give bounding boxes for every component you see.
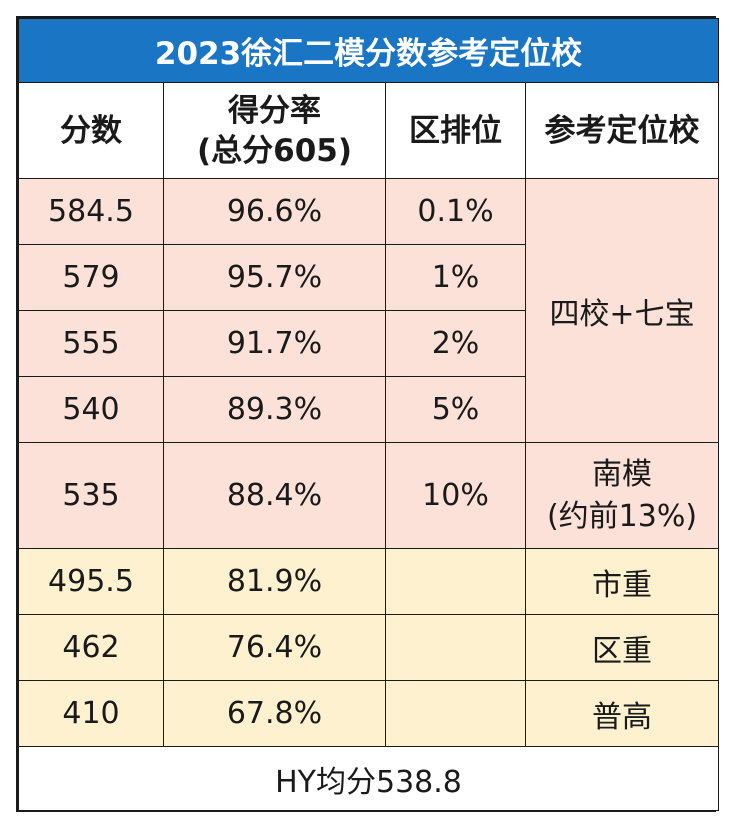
cell-school-group1: 四校+七宝: [524, 178, 720, 443]
table-row: 579 95.7% 1%: [18, 244, 719, 311]
cell-rate: 95.7%: [163, 244, 386, 311]
footer-average: HY均分538.8: [17, 746, 720, 811]
cell-school: 区重: [524, 614, 720, 681]
cell-score: 495.5: [18, 548, 164, 615]
cell-rate: 81.9%: [163, 548, 386, 615]
table-row: 584.5 96.6% 0.1% 四校+七宝: [18, 178, 720, 443]
cell-rate: 76.4%: [163, 614, 386, 681]
cell-rate: 88.4%: [163, 442, 386, 549]
cell-score: 555: [18, 310, 164, 377]
header-score: 分数: [18, 82, 164, 179]
cell-score: 540: [18, 376, 164, 443]
score-table: 2023徐汇二模分数参考定位校 分数 得分率 (总分605) 区排位 参考定位校…: [17, 18, 720, 811]
cell-score: 535: [18, 442, 164, 549]
table-row: 410 67.8% 普高: [18, 680, 720, 747]
cell-rate: 96.6%: [163, 178, 386, 245]
cell-score: 410: [18, 680, 164, 747]
cell-rank: 1%: [385, 244, 526, 311]
cell-rank: [385, 614, 526, 681]
cell-rank: [385, 548, 526, 615]
cell-rank: [385, 680, 526, 747]
score-table-sheet: 2023徐汇二模分数参考定位校 分数 得分率 (总分605) 区排位 参考定位校…: [16, 16, 720, 812]
header-school: 参考定位校: [524, 82, 720, 179]
table-row: 462 76.4% 区重: [18, 614, 720, 681]
cell-rate: 89.3%: [163, 376, 386, 443]
table-row: 495.5 81.9% 市重: [18, 548, 720, 615]
header-rate: 得分率 (总分605): [163, 82, 386, 179]
cell-score: 462: [18, 614, 164, 681]
cell-score: 584.5: [18, 178, 164, 245]
cell-school-group2: 南模 (约前13%): [524, 442, 720, 549]
cell-rate: 67.8%: [163, 680, 386, 747]
cell-rank: 5%: [385, 376, 526, 443]
cell-school: 市重: [524, 548, 720, 615]
cell-rank: 0.1%: [385, 178, 526, 245]
cell-rank: 10%: [385, 442, 526, 549]
cell-school: 普高: [524, 680, 720, 747]
cell-score: 579: [18, 244, 164, 311]
school-group2-line2: (约前13%): [546, 498, 698, 534]
table-row: 540 89.3% 5%: [18, 376, 719, 443]
header-rank: 区排位: [385, 82, 526, 179]
school-group2-line1: 南模: [592, 456, 653, 492]
table-title: 2023徐汇二模分数参考定位校: [17, 18, 720, 83]
header-rate-line1: 得分率: [228, 92, 321, 129]
table-row: 555 91.7% 2%: [18, 310, 719, 377]
cell-rank: 2%: [385, 310, 526, 377]
cell-rate: 91.7%: [163, 310, 386, 377]
table-row: 535 88.4% 10% 南模 (约前13%): [18, 442, 720, 549]
header-rate-line2: (总分605): [196, 132, 353, 169]
